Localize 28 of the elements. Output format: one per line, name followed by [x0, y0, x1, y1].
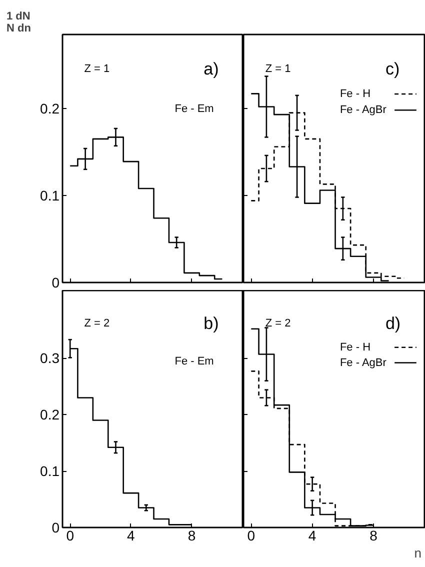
annotation: c)	[385, 60, 400, 79]
annotation: Fe - Em	[174, 102, 214, 115]
y-tick-label: 0.1	[40, 187, 60, 204]
annotation: b)	[204, 314, 219, 334]
x-tick-label: 4	[308, 528, 316, 544]
x-axis-title: n	[414, 546, 422, 560]
x-tick-label: 4	[127, 528, 136, 544]
y-tick-label: 0.2	[40, 100, 60, 116]
legend-label: Fe - H	[340, 88, 371, 100]
annotation: Z = 1	[84, 63, 110, 76]
legend-label: Fe - AgBr	[340, 356, 387, 369]
annotation: d)	[385, 314, 401, 334]
annotation: Z = 1	[265, 63, 291, 76]
y-tick-label: 0.2	[40, 406, 60, 423]
annotation: Z = 2	[265, 318, 291, 330]
x-tick-label: 0	[66, 528, 74, 544]
annotation: a)	[204, 60, 219, 79]
annotation: Z = 2	[84, 318, 110, 330]
y-tick-label: 0.1	[40, 463, 60, 480]
y-tick-label: 0	[52, 274, 60, 290]
y-tick-label: 0.3	[40, 350, 60, 366]
y-axis-title: 1 dN N dn	[6, 10, 32, 34]
x-tick-label: 8	[370, 528, 378, 544]
legend-label: Fe - AgBr	[340, 104, 387, 116]
x-tick-label: 8	[188, 528, 196, 544]
legend-label: Fe - H	[340, 341, 371, 354]
x-tick-label: 0	[247, 528, 256, 544]
annotation: Fe - Em	[174, 356, 214, 368]
